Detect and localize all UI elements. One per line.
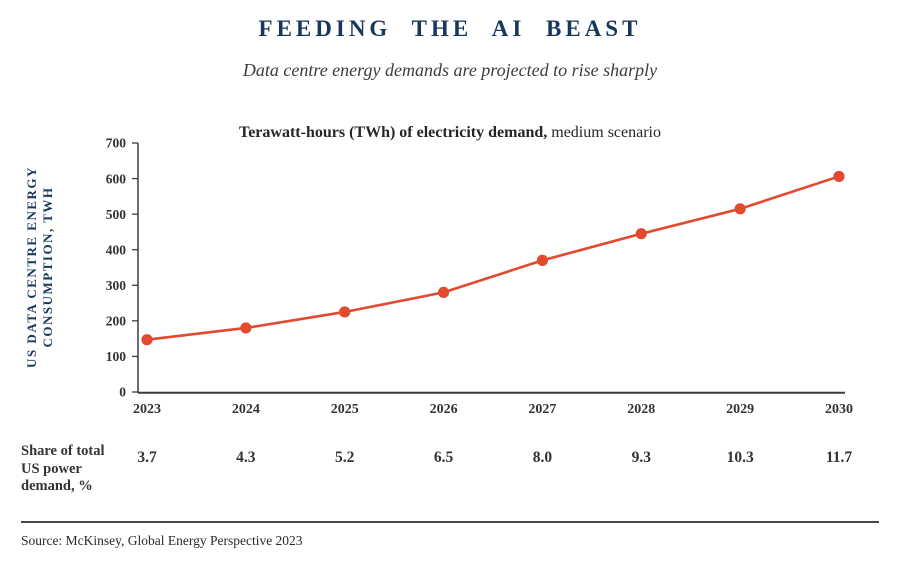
share-value-2029: 10.3 <box>726 449 754 466</box>
data-point-2023 <box>141 334 153 346</box>
x-tick-label: 2026 <box>430 402 458 417</box>
share-value-2025: 5.2 <box>335 449 355 466</box>
share-row-label-line2: US power <box>21 460 82 477</box>
share-value-2030: 11.7 <box>825 449 853 466</box>
share-value-2023: 3.7 <box>137 449 157 466</box>
data-point-2027 <box>536 254 549 266</box>
y-tick-label: 200 <box>106 314 127 329</box>
x-tick-label: 2029 <box>726 402 754 417</box>
chart-title-regular: medium scenario <box>547 124 661 141</box>
y-tick-label: 300 <box>106 278 127 293</box>
y-tick-label: 600 <box>106 171 127 186</box>
share-row-label: Share of total US power demand, % <box>21 443 105 496</box>
share-value-2024: 4.3 <box>236 449 256 466</box>
data-point-2030 <box>833 170 845 183</box>
y-tick-label: 500 <box>106 207 127 222</box>
source-divider <box>21 521 879 523</box>
x-tick-label: 2025 <box>331 402 359 417</box>
share-value-2027: 8.0 <box>532 449 553 466</box>
data-point-2028 <box>635 228 647 240</box>
share-row-label-line3: demand, % <box>21 478 93 494</box>
x-tick-label: 2024 <box>232 402 260 417</box>
share-value-2026: 6.5 <box>433 449 454 466</box>
data-point-2029 <box>734 203 746 215</box>
demand-line <box>146 175 840 342</box>
data-point-2026 <box>437 286 450 298</box>
y-tick-label: 700 <box>106 136 127 151</box>
x-tick-label: 2027 <box>528 402 556 417</box>
y-tick-label: 400 <box>106 242 127 257</box>
share-value-2028: 9.3 <box>631 449 651 466</box>
y-tick-label: 100 <box>106 349 127 364</box>
share-row-label-line1: Share of total <box>21 443 105 459</box>
y-tick-label: 0 <box>119 385 126 400</box>
page-subtitle: Data centre energy demands are projected… <box>242 60 658 80</box>
source-note: Source: McKinsey, Global Energy Perspect… <box>21 533 303 548</box>
x-tick-label: 2023 <box>133 402 161 417</box>
page-title: FEEDING THE AI BEAST <box>258 16 642 41</box>
data-point-2025 <box>339 306 351 318</box>
x-tick-label: 2028 <box>627 402 655 417</box>
chart-title-bold: Terawatt-hours (TWh) of electricity dema… <box>239 124 548 141</box>
chart-title: Terawatt-hours (TWh) of electricity dema… <box>0 124 900 142</box>
data-point-2024 <box>240 322 252 334</box>
x-tick-label: 2030 <box>825 402 853 417</box>
line-chart: 0 100 200 300 400 500 600 700 2023 2024 2025 2026 20… <box>106 136 853 417</box>
